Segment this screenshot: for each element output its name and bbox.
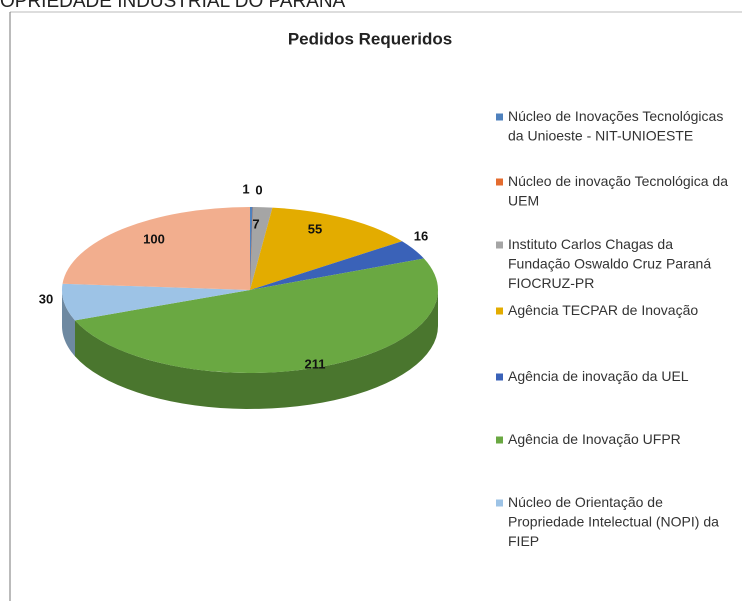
data-label: 16 bbox=[414, 228, 428, 243]
legend-line: UEM bbox=[508, 192, 539, 208]
slice bbox=[250, 207, 403, 290]
page-heading: OPRIEDADE INDUSTRIAL DO PARANA bbox=[0, 0, 346, 12]
legend-line: Instituto Carlos Chagas da bbox=[508, 236, 673, 252]
legend-swatch bbox=[496, 113, 503, 121]
legend-line: Agência de inovação da UEL bbox=[508, 368, 689, 384]
legend-line: Agência TECPAR de Inovação bbox=[508, 302, 698, 318]
legend-label: Agência de inovação da UEL bbox=[508, 368, 689, 384]
legend-label: Núcleo de inovação Tecnológica da UEM bbox=[508, 173, 728, 209]
slice bbox=[62, 207, 251, 290]
legend-line: Propriedade Intelectual (NOPI) da bbox=[508, 513, 719, 529]
legend-swatch bbox=[496, 241, 503, 249]
slice bbox=[250, 207, 273, 290]
data-label: 211 bbox=[305, 356, 326, 371]
data-label: 1 bbox=[242, 181, 249, 196]
slice-side bbox=[62, 290, 75, 357]
legend-swatch bbox=[496, 373, 503, 381]
chart-title: Pedidos Requeridos bbox=[288, 29, 452, 48]
legend-swatch bbox=[496, 436, 503, 444]
slice bbox=[74, 258, 439, 374]
legend-line: Agência de Inovação UFPR bbox=[508, 431, 681, 447]
slice bbox=[249, 207, 254, 291]
data-label: 100 bbox=[143, 231, 165, 246]
legend-swatch bbox=[496, 307, 503, 315]
legend-label: Agência TECPAR de Inovação bbox=[508, 302, 698, 318]
legend-line: da Unioeste - NIT-UNIOESTE bbox=[508, 127, 693, 143]
legend-label: Agência de Inovação UFPR bbox=[508, 431, 681, 447]
data-label: 0 bbox=[255, 182, 262, 197]
legend-line: FIEP bbox=[508, 533, 539, 549]
data-label: 30 bbox=[39, 291, 53, 306]
legend-label: Instituto Carlos Chagas da Fundação Oswal… bbox=[508, 236, 711, 291]
legend-swatch bbox=[496, 499, 503, 507]
slice bbox=[61, 283, 250, 321]
legend-line: Núcleo de Orientação de bbox=[508, 494, 663, 510]
legend-line: FIOCRUZ-PR bbox=[508, 275, 594, 291]
legend-label: Núcleo de Inovações Tecnológicas da Unioe… bbox=[508, 108, 723, 144]
data-label: 55 bbox=[308, 221, 322, 236]
legend-label: Núcleo de Orientação de Propriedade Intel… bbox=[508, 494, 719, 549]
legend-swatch bbox=[496, 178, 503, 186]
legend-line: Núcleo de inovação Tecnológica da bbox=[508, 173, 728, 189]
slice-side bbox=[74, 290, 439, 409]
legend-line: Núcleo de Inovações Tecnológicas bbox=[508, 108, 723, 124]
legend-line: Fundação Oswaldo Cruz Paraná bbox=[508, 255, 711, 271]
slice bbox=[250, 241, 424, 290]
data-label: 7 bbox=[252, 216, 259, 231]
